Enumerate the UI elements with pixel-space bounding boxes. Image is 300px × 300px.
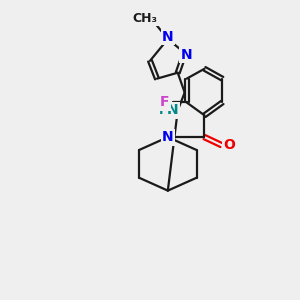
Text: N: N <box>162 130 174 144</box>
Text: N: N <box>162 30 174 44</box>
Text: N: N <box>167 103 178 117</box>
Text: N: N <box>181 48 193 62</box>
Text: O: O <box>223 138 235 152</box>
Text: F: F <box>160 95 170 110</box>
Text: CH₃: CH₃ <box>133 12 158 25</box>
Text: H: H <box>159 104 169 117</box>
